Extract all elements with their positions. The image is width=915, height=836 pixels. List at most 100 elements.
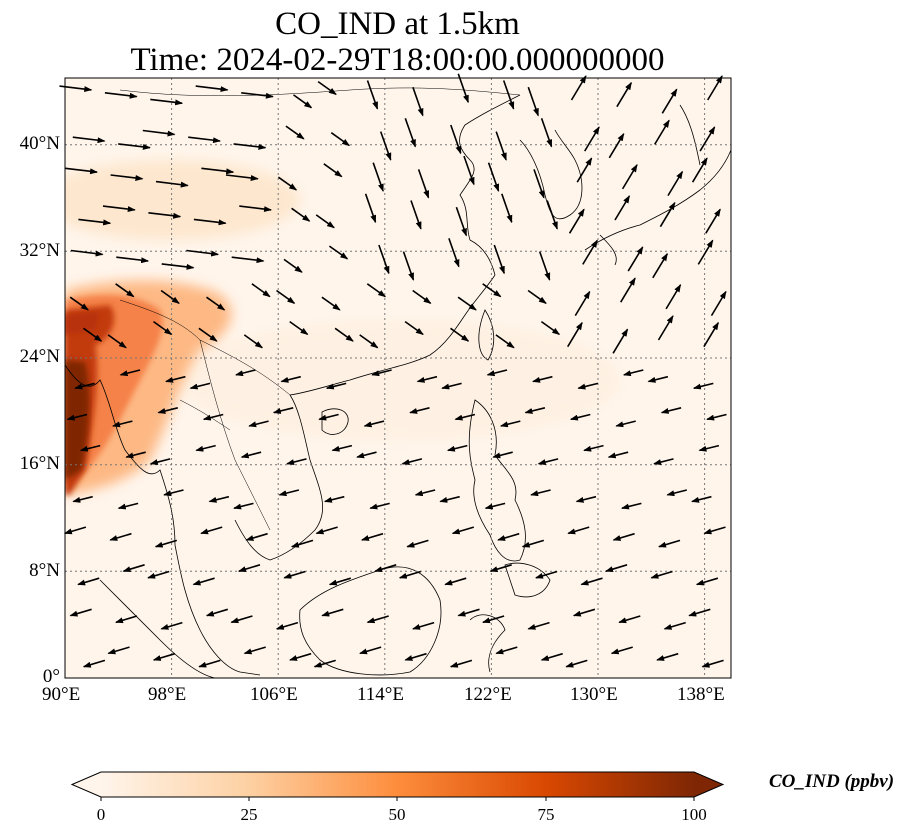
wind-arrow xyxy=(237,564,261,573)
wind-arrow xyxy=(82,659,106,668)
wind-arrow xyxy=(251,283,271,298)
wind-arrow xyxy=(240,451,262,459)
wind-arrow xyxy=(441,382,462,390)
wind-arrow xyxy=(524,407,546,414)
wind-arrow xyxy=(315,526,338,535)
wind-arrow xyxy=(414,489,436,497)
x-tick-label: 98°E xyxy=(148,684,187,705)
wind-arrow xyxy=(188,136,221,144)
wind-arrow xyxy=(574,290,591,317)
wind-arrow xyxy=(112,420,133,428)
wind-arrow xyxy=(707,75,723,101)
wind-arrow xyxy=(703,526,726,535)
wind-arrow xyxy=(457,608,480,617)
wind-arrow xyxy=(241,92,274,99)
wind-arrow xyxy=(205,608,229,617)
wind-arrow xyxy=(330,132,351,147)
wind-arrow xyxy=(107,334,127,349)
coastlines xyxy=(65,87,731,678)
wind-arrow xyxy=(486,369,508,377)
wind-arrow xyxy=(450,327,470,342)
wind-arrow xyxy=(155,180,189,188)
wind-arrow xyxy=(583,444,604,452)
wind-arrow xyxy=(202,413,224,421)
wind-arrow xyxy=(366,80,379,110)
wind-arrow xyxy=(323,163,343,178)
wind-arrow xyxy=(665,284,682,310)
wind-arrow xyxy=(243,334,264,349)
wind-arrow xyxy=(404,118,417,148)
y-tick-label: 32°N xyxy=(19,240,60,261)
wind-arrow xyxy=(701,659,724,668)
wind-arrow xyxy=(193,218,227,226)
wind-arrow xyxy=(650,570,673,579)
wind-arrow xyxy=(457,73,469,104)
wind-arrow xyxy=(463,155,475,186)
wind-arrow xyxy=(695,577,719,586)
wind-arrow xyxy=(398,570,422,579)
wind-arrow xyxy=(74,382,95,390)
wind-arrow xyxy=(63,526,87,535)
wind-arrow xyxy=(69,296,89,311)
wind-arrow xyxy=(703,321,719,348)
wind-arrow xyxy=(402,251,415,281)
wind-arrow xyxy=(125,451,146,459)
wind-arrow xyxy=(289,652,312,661)
wind-arrow xyxy=(369,502,390,510)
y-tick-label: 0° xyxy=(42,666,60,687)
x-tick-label: 90°E xyxy=(42,684,81,705)
wind-arrow xyxy=(147,570,170,579)
wind-arrow xyxy=(317,80,337,96)
wind-arrow xyxy=(66,413,88,421)
wind-arrow xyxy=(198,659,221,668)
map-title-variable: CO_IND at 1.5km xyxy=(275,6,520,42)
wind-arrow xyxy=(654,119,670,145)
wind-arrow xyxy=(497,532,520,541)
wind-arrow xyxy=(286,458,307,465)
map-frame xyxy=(64,77,732,679)
wind-arrow xyxy=(612,532,635,541)
wind-arrow xyxy=(157,407,178,414)
wind-arrow xyxy=(482,615,505,624)
wind-arrow xyxy=(663,621,686,630)
wind-arrow xyxy=(206,296,226,311)
wind-arrow xyxy=(192,577,215,586)
wind-arrow xyxy=(366,615,389,624)
wind-arrow xyxy=(235,369,256,377)
wind-arrow xyxy=(416,375,438,383)
wind-arrow xyxy=(325,382,347,390)
wind-arrow xyxy=(622,369,644,377)
wind-arrow xyxy=(627,246,644,272)
wind-arrow xyxy=(657,315,674,341)
wind-arrow xyxy=(535,570,558,579)
wind-arrow xyxy=(546,200,558,230)
wind-arrow xyxy=(77,577,100,586)
wind-arrow xyxy=(233,143,267,150)
wind-arrow xyxy=(527,289,547,304)
wind-arrow xyxy=(79,444,101,452)
wind-arrow xyxy=(412,621,435,630)
wind-arrow xyxy=(406,539,429,548)
wind-arrow xyxy=(618,615,641,624)
wind-arrow xyxy=(401,458,423,465)
wind-arrow xyxy=(484,502,506,510)
wind-arrow xyxy=(152,652,176,661)
wind-arrow xyxy=(109,532,132,541)
wind-arrow xyxy=(371,369,392,377)
wind-arrow xyxy=(65,167,98,175)
wind-arrow xyxy=(692,382,714,390)
wind-arrow xyxy=(230,615,253,624)
wind-arrow xyxy=(315,214,335,229)
wind-arrow xyxy=(568,208,585,234)
x-tick-label: 122°E xyxy=(464,684,512,705)
wind-arrow xyxy=(72,136,106,144)
wind-arrow xyxy=(248,420,269,428)
wind-arrow xyxy=(499,420,521,428)
wind-arrow xyxy=(537,458,559,465)
wind-arrow xyxy=(530,489,551,497)
wind-arrow xyxy=(360,532,384,541)
wind-arrow xyxy=(653,458,674,465)
wind-arrow xyxy=(160,289,180,304)
colorbar-label: CO_IND (ppbv) xyxy=(769,771,895,792)
